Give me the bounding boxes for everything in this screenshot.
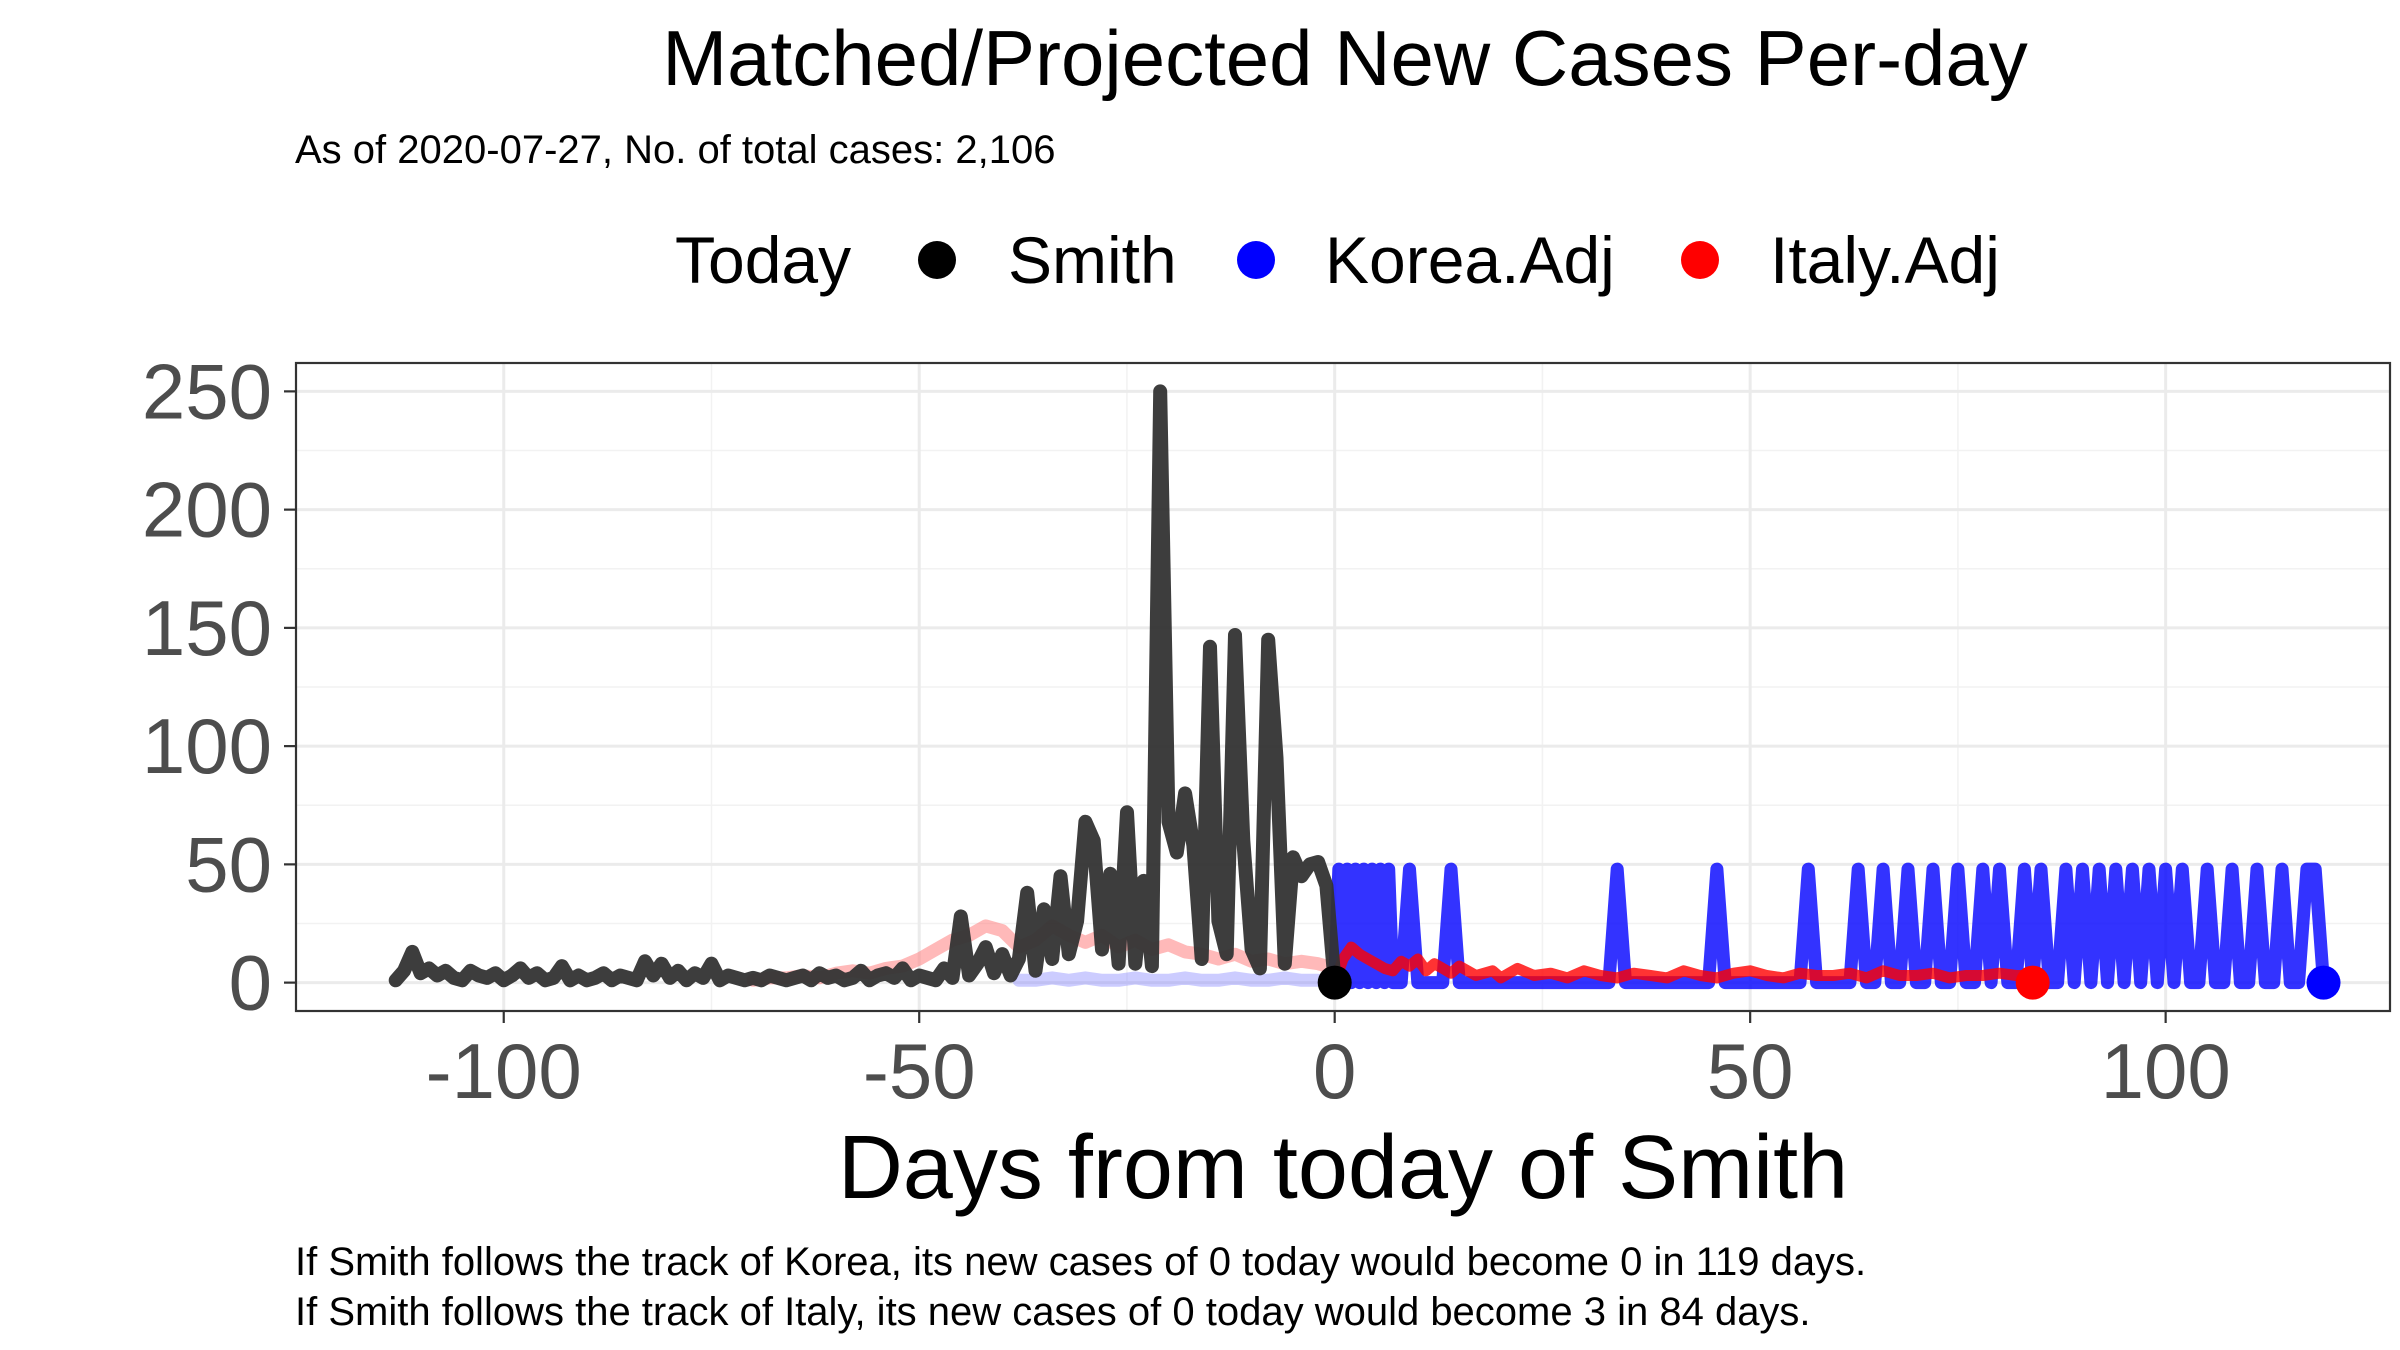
legend: Today Smith Korea.Adj Italy.Adj [675, 223, 2000, 297]
x-axis-title: Days from today of Smith [838, 1118, 1848, 1218]
legend-key-smith [918, 241, 956, 279]
plot-border [294, 361, 2392, 1013]
y-tick-label: 50 [185, 820, 272, 908]
x-axis-ticks: -100 -50 0 50 100 [426, 1011, 2231, 1115]
x-tick-label: -50 [863, 1027, 976, 1115]
y-tick-label: 100 [142, 702, 272, 790]
end-point-korea [2306, 965, 2341, 1000]
legend-key-korea [1237, 241, 1275, 279]
legend-title: Today [675, 223, 851, 297]
caption-korea: If Smith follows the track of Korea, its… [295, 1240, 1866, 1284]
legend-label-korea: Korea.Adj [1325, 223, 1615, 297]
legend-label-italy: Italy.Adj [1770, 223, 2000, 297]
series-line-korea-faint [1012, 971, 1342, 990]
x-tick-label: 50 [1707, 1027, 1794, 1115]
x-tick-label: 0 [1313, 1027, 1356, 1115]
legend-label-smith: Smith [1008, 223, 1177, 297]
caption-italy: If Smith follows the track of Italy, its… [295, 1290, 1811, 1334]
end-point-italy [2015, 965, 2050, 1000]
series-line-smith [388, 384, 1342, 990]
series-line-korea [1328, 862, 2330, 990]
chart-subtitle: As of 2020-07-27, No. of total cases: 2,… [295, 128, 1055, 172]
x-tick-label: 100 [2101, 1027, 2231, 1115]
x-tick-label: -100 [426, 1027, 582, 1115]
y-tick-label: 150 [142, 584, 272, 672]
end-points [1317, 965, 2341, 1000]
y-tick-label: 0 [229, 939, 272, 1027]
series-line-italy [1329, 941, 2039, 989]
chart-title: Matched/Projected New Cases Per-day [662, 14, 2028, 102]
y-tick-label: 200 [142, 466, 272, 554]
legend-key-italy [1681, 241, 1719, 279]
y-axis-ticks: 0 50 100 150 200 250 [142, 347, 296, 1027]
y-tick-label: 250 [142, 347, 272, 435]
series-layer [388, 384, 2330, 990]
end-point-smith [1317, 965, 1352, 1000]
plot-area [294, 361, 2392, 1013]
